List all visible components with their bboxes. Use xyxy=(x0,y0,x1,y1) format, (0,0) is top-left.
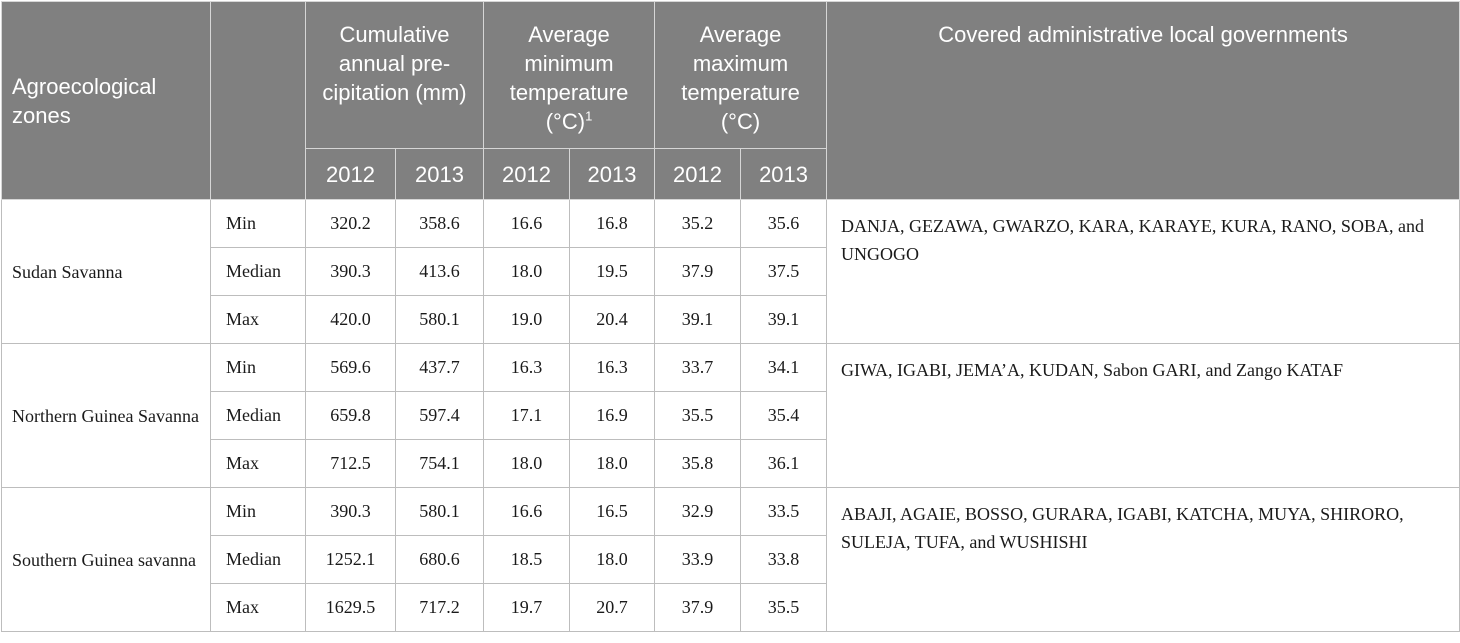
value-cell: 37.5 xyxy=(740,247,828,296)
value-cell: 33.5 xyxy=(740,487,828,536)
zone-name: Northern Guinea Savanna xyxy=(1,343,211,488)
value-cell: 580.1 xyxy=(394,487,485,536)
value-cell: 320.2 xyxy=(305,199,396,248)
min-temperature-header: Average minimum temperature (°C)1 xyxy=(483,1,656,149)
zone-name: Southern Guinea savanna xyxy=(1,487,211,632)
stat-label: Median xyxy=(210,247,306,296)
value-cell: 19.0 xyxy=(483,295,571,344)
value-cell: 18.5 xyxy=(483,535,571,584)
value-cell: 569.6 xyxy=(305,343,396,392)
stat-label: Median xyxy=(210,535,306,584)
stat-label: Median xyxy=(210,391,306,440)
value-cell: 390.3 xyxy=(305,487,396,536)
value-cell: 16.5 xyxy=(569,487,656,536)
stat-label: Min xyxy=(210,343,306,392)
value-cell: 597.4 xyxy=(394,391,485,440)
local-governments-cell: ABAJI, AGAIE, BOSSO, GURARA, IGABI, KATC… xyxy=(826,487,1460,632)
agroecological-zones-header: Agroecological zones xyxy=(1,1,211,200)
value-cell: 35.6 xyxy=(740,199,828,248)
value-cell: 35.8 xyxy=(654,439,742,488)
max-temperature-header: Average maximum temperature (°C) xyxy=(654,1,828,149)
value-cell: 37.9 xyxy=(654,247,742,296)
value-cell: 16.3 xyxy=(569,343,656,392)
value-cell: 35.5 xyxy=(654,391,742,440)
value-cell: 1252.1 xyxy=(305,535,396,584)
value-cell: 18.0 xyxy=(483,439,571,488)
value-cell: 36.1 xyxy=(740,439,828,488)
value-cell: 358.6 xyxy=(394,199,485,248)
stat-label: Min xyxy=(210,199,306,248)
footnote-marker: 1 xyxy=(585,108,593,124)
year-header: 2012 xyxy=(654,148,742,200)
table-body: Sudan Savanna Min 320.2 358.6 16.6 16.8 35.2 35… xyxy=(1,199,1460,632)
value-cell: 413.6 xyxy=(394,247,485,296)
year-header: 2012 xyxy=(483,148,571,200)
value-cell: 33.7 xyxy=(654,343,742,392)
value-cell: 659.8 xyxy=(305,391,396,440)
table-row: Sudan Savanna Min 320.2 358.6 16.6 16.8 35.2 35… xyxy=(1,199,1460,344)
value-cell: 18.0 xyxy=(483,247,571,296)
value-cell: 33.9 xyxy=(654,535,742,584)
table-row: Max 1629.5 717.2 19.7 20.7 37.9 35.5 xyxy=(2,583,1460,632)
table-row: Max 420.0 580.1 19.0 20.4 39.1 39.1 xyxy=(2,295,1460,344)
stat-label: Max xyxy=(210,295,306,344)
value-cell: 1629.5 xyxy=(305,583,396,632)
value-cell: 17.1 xyxy=(483,391,571,440)
stat-header-blank xyxy=(210,1,306,200)
table-row: Southern Guinea savanna Min 390.3 580.1 16.6… xyxy=(1,487,1460,632)
value-cell: 32.9 xyxy=(654,487,742,536)
value-cell: 390.3 xyxy=(305,247,396,296)
table-row: Median 659.8 597.4 17.1 16.9 35.5 35.4 xyxy=(2,391,1460,440)
value-cell: 39.1 xyxy=(740,295,828,344)
value-cell: 19.5 xyxy=(569,247,656,296)
year-header: 2012 xyxy=(305,148,396,200)
value-cell: 420.0 xyxy=(305,295,396,344)
value-cell: 20.7 xyxy=(569,583,656,632)
stat-label: Min xyxy=(210,487,306,536)
value-cell: 33.8 xyxy=(740,535,828,584)
value-cell: 754.1 xyxy=(394,439,485,488)
value-cell: 18.0 xyxy=(569,439,656,488)
value-cell: 680.6 xyxy=(394,535,485,584)
value-cell: 20.4 xyxy=(569,295,656,344)
zone-name: Sudan Savanna xyxy=(1,199,211,344)
local-governments-header: Covered administrative local governments xyxy=(826,1,1460,200)
value-cell: 39.1 xyxy=(654,295,742,344)
value-cell: 16.8 xyxy=(569,199,656,248)
year-header: 2013 xyxy=(394,148,485,200)
value-cell: 16.6 xyxy=(483,487,571,536)
table-row: Median 390.3 413.6 18.0 19.5 37.9 37.5 xyxy=(2,247,1460,296)
value-cell: 37.9 xyxy=(654,583,742,632)
value-cell: 16.6 xyxy=(483,199,571,248)
table-row: Northern Guinea Savanna Min 569.6 437.7 16.3… xyxy=(1,343,1460,488)
value-cell: 712.5 xyxy=(305,439,396,488)
table-row: Median 1252.1 680.6 18.5 18.0 33.9 33.8 xyxy=(2,535,1460,584)
local-governments-cell: GIWA, IGABI, JEMA’A, KUDAN, Sabon GARI, … xyxy=(826,343,1460,488)
value-cell: 16.9 xyxy=(569,391,656,440)
stat-label: Max xyxy=(210,583,306,632)
value-cell: 34.1 xyxy=(740,343,828,392)
value-cell: 580.1 xyxy=(394,295,485,344)
value-cell: 35.2 xyxy=(654,199,742,248)
value-cell: 19.7 xyxy=(483,583,571,632)
local-governments-cell: DANJA, GEZAWA, GWARZO, KARA, KARAYE, KUR… xyxy=(826,199,1460,344)
value-cell: 437.7 xyxy=(394,343,485,392)
stat-label: Max xyxy=(210,439,306,488)
value-cell: 35.5 xyxy=(740,583,828,632)
year-header: 2013 xyxy=(569,148,656,200)
value-cell: 717.2 xyxy=(394,583,485,632)
value-cell: 18.0 xyxy=(569,535,656,584)
precipitation-header: Cumulative annual pre-cipitation (mm) xyxy=(304,1,485,149)
year-header: 2013 xyxy=(740,148,828,200)
min-temperature-label: Average minimum temperature (°C) xyxy=(509,22,629,134)
table-row: Max 712.5 754.1 18.0 18.0 35.8 36.1 xyxy=(2,439,1460,488)
value-cell: 35.4 xyxy=(740,391,828,440)
value-cell: 16.3 xyxy=(483,343,571,392)
